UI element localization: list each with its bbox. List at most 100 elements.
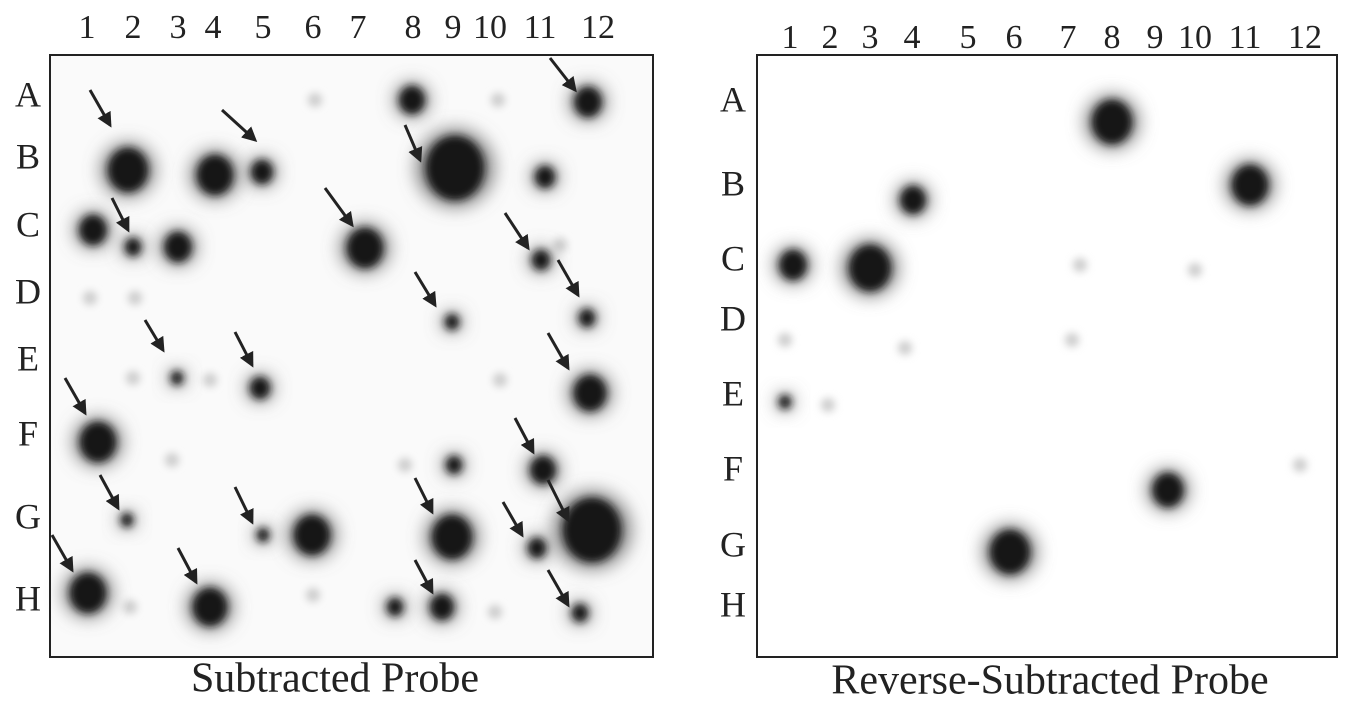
row-label: D — [720, 298, 746, 338]
column-label: 11 — [524, 9, 557, 46]
column-label: 4 — [904, 19, 921, 56]
spot — [571, 604, 589, 622]
blot-frame — [756, 54, 1338, 658]
arrow — [110, 197, 130, 233]
blot-frame — [49, 54, 654, 658]
spot — [294, 515, 330, 555]
arrow — [413, 271, 437, 308]
arrow — [63, 377, 87, 416]
row-label: B — [721, 163, 745, 203]
row-label: G — [15, 496, 41, 536]
column-label: 1 — [79, 9, 96, 46]
faint-spot — [126, 371, 140, 385]
arrow — [143, 319, 165, 353]
faint-spot — [165, 453, 179, 467]
spot — [386, 598, 404, 616]
arrow — [323, 187, 354, 228]
arrow — [556, 259, 580, 298]
arrow — [546, 569, 570, 608]
spot — [250, 377, 270, 399]
faint-spot — [493, 373, 507, 387]
faint-spot — [1065, 333, 1079, 347]
spot — [347, 228, 383, 268]
spot — [164, 232, 192, 262]
arrows — [50, 57, 580, 608]
row-label: H — [15, 578, 41, 618]
spot — [399, 86, 425, 114]
arrow — [503, 212, 530, 251]
arrow — [546, 479, 570, 523]
faint-spot — [128, 291, 142, 305]
faint-spot — [778, 333, 792, 347]
faint-spot — [308, 93, 322, 107]
column-label: 8 — [1104, 19, 1121, 56]
row-label: G — [720, 524, 746, 564]
spot — [432, 515, 472, 559]
spot — [251, 160, 273, 184]
arrow — [548, 57, 577, 93]
faint-spot — [123, 600, 137, 614]
spot — [563, 498, 621, 562]
faint-spot — [553, 238, 567, 252]
spot — [108, 148, 148, 192]
spot — [124, 238, 142, 256]
faint-spot — [398, 458, 412, 472]
faint-spot — [83, 291, 97, 305]
spot — [574, 87, 602, 117]
arrow — [501, 501, 524, 538]
arrow — [413, 559, 434, 595]
row-label: B — [16, 136, 40, 176]
spot — [849, 245, 891, 291]
faint-spot — [488, 605, 502, 619]
spot — [79, 215, 107, 245]
spot — [170, 371, 184, 385]
column-label: 2 — [125, 9, 142, 46]
spot — [535, 166, 555, 188]
spot — [120, 513, 134, 527]
row-label: F — [18, 413, 38, 453]
column-label: 10 — [473, 9, 507, 46]
row-label: D — [15, 271, 41, 311]
column-label: 11 — [1229, 19, 1262, 56]
arrow — [403, 124, 423, 163]
row-label: E — [722, 373, 744, 413]
arrow — [546, 332, 570, 371]
spot — [426, 136, 484, 200]
row-label: A — [15, 74, 41, 114]
faint-spot — [1188, 263, 1202, 277]
spot — [1152, 473, 1184, 507]
arrow — [50, 534, 74, 573]
column-label: 8 — [405, 9, 422, 46]
column-label: 7 — [350, 9, 367, 46]
row-label: C — [721, 238, 745, 278]
spot — [900, 186, 926, 214]
row-label: H — [720, 584, 746, 624]
arrow — [233, 331, 254, 368]
column-label: 1 — [782, 19, 799, 56]
faint-spot — [898, 341, 912, 355]
spot — [578, 309, 596, 327]
column-label: 9 — [445, 9, 462, 46]
arrow — [413, 477, 434, 515]
panel-title: Subtracted Probe — [191, 656, 479, 702]
row-label: F — [723, 448, 743, 488]
spot — [778, 395, 792, 409]
spot — [80, 422, 116, 462]
faint-spot — [1293, 458, 1307, 472]
row-label: A — [720, 79, 746, 119]
spot — [192, 588, 228, 626]
spot — [445, 456, 463, 474]
column-label: 7 — [1060, 19, 1077, 56]
spot — [990, 530, 1030, 574]
row-label: C — [16, 204, 40, 244]
column-label: 6 — [1006, 19, 1023, 56]
row-label: E — [17, 338, 39, 378]
arrow — [98, 474, 120, 511]
spots — [64, 83, 1307, 630]
faint-spot — [1073, 258, 1087, 272]
column-label: 5 — [960, 19, 977, 56]
spot — [779, 250, 807, 280]
column-label: 5 — [255, 9, 272, 46]
